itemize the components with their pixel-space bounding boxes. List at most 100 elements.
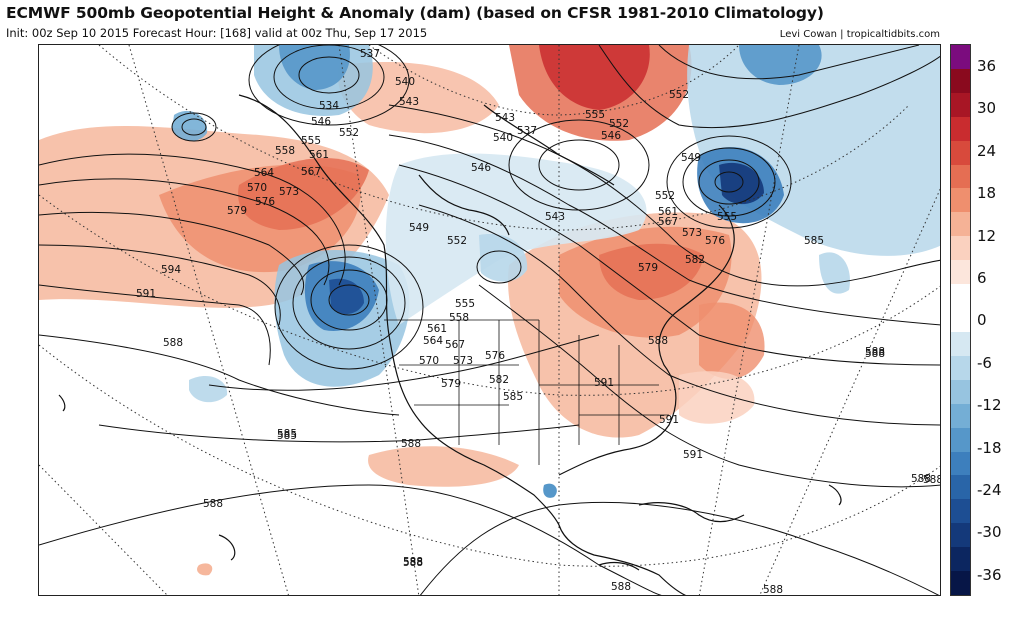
colorbar-segment bbox=[951, 403, 970, 429]
colorbar-segment bbox=[951, 45, 970, 70]
contour-label: 588 bbox=[401, 438, 421, 450]
colorbar-segment bbox=[951, 236, 970, 261]
contour-label: 585 bbox=[277, 430, 297, 442]
lat-lon-grid bbox=[39, 45, 940, 595]
contour-label: 537 bbox=[517, 125, 537, 137]
colorbar-tick-label: -30 bbox=[977, 523, 1002, 542]
contour-label: 588 bbox=[163, 337, 183, 349]
contour-label: 576 bbox=[255, 196, 275, 208]
contour-label: 573 bbox=[682, 227, 702, 239]
colorbar-segment bbox=[951, 571, 970, 595]
contour-labels: 537 534 540 543 546 552 555 558 561 564 … bbox=[136, 48, 941, 595]
anomaly-colorbar bbox=[950, 44, 971, 596]
contour-label: 561 bbox=[427, 323, 447, 335]
contour-label: 549 bbox=[409, 222, 429, 234]
colorbar-segment bbox=[951, 547, 970, 572]
colorbar-tick-label: -36 bbox=[977, 565, 1002, 584]
contour-label: 570 bbox=[419, 355, 439, 367]
colorbar-segment bbox=[951, 116, 970, 142]
contour-label: 588 bbox=[923, 474, 941, 486]
contour-label: 537 bbox=[360, 48, 380, 60]
colorbar-segment bbox=[951, 331, 970, 357]
colorbar-tick-label: 30 bbox=[977, 99, 997, 118]
colorbar-segment bbox=[951, 92, 970, 118]
contour-label: 540 bbox=[493, 132, 513, 144]
contour-label: 588 bbox=[865, 346, 885, 358]
positive-anomaly-shading bbox=[39, 45, 765, 576]
colorbar-tick-label: 24 bbox=[977, 141, 997, 160]
contour-label: 588 bbox=[203, 498, 223, 510]
contour-label: 546 bbox=[471, 162, 491, 174]
anomaly-map: 537 534 540 543 546 552 555 558 561 564 … bbox=[39, 45, 941, 595]
colorbar-segment bbox=[951, 260, 970, 285]
forecast-subtitle: Init: 00z Sep 10 2015 Forecast Hour: [16… bbox=[6, 26, 428, 40]
contour-label: 552 bbox=[339, 127, 359, 139]
contour-label: 567 bbox=[658, 216, 678, 228]
contour-label: 564 bbox=[423, 335, 443, 347]
contour-label: 555 bbox=[301, 135, 321, 147]
contour-label: 588 bbox=[648, 335, 668, 347]
contour-label: 591 bbox=[136, 288, 156, 300]
contour-label: 555 bbox=[585, 109, 605, 121]
colorbar-tick-label: 12 bbox=[977, 226, 997, 245]
contour-label: 582 bbox=[685, 254, 705, 266]
colorbar-segment bbox=[951, 379, 970, 405]
contour-label: 579 bbox=[638, 262, 658, 274]
contour-label: 582 bbox=[489, 374, 509, 386]
contour-label: 561 bbox=[309, 149, 329, 161]
height-contours bbox=[39, 45, 940, 595]
colorbar-tick-label: 18 bbox=[977, 184, 997, 203]
contour-label: 546 bbox=[311, 116, 331, 128]
contour-label: 567 bbox=[301, 166, 321, 178]
contour-label: 564 bbox=[254, 167, 274, 179]
contour-label: 588 bbox=[403, 557, 423, 569]
contour-label: 591 bbox=[594, 377, 614, 389]
colorbar-segment bbox=[951, 308, 970, 333]
contour-label: 558 bbox=[449, 312, 469, 324]
contour-label: 588 bbox=[403, 556, 423, 568]
credit-text: Levi Cowan | tropicaltidbits.com bbox=[779, 29, 940, 40]
contour-label: 543 bbox=[495, 112, 515, 124]
colorbar-tick-label: -18 bbox=[977, 438, 1002, 457]
colorbar-segment bbox=[951, 140, 970, 166]
contour-label: 552 bbox=[609, 118, 629, 130]
contour-label: 543 bbox=[545, 211, 565, 223]
contour-label: 585 bbox=[277, 428, 297, 440]
contour-label: 567 bbox=[445, 339, 465, 351]
state-borders bbox=[384, 319, 669, 465]
colorbar-segment bbox=[951, 355, 970, 381]
contour-label: 591 bbox=[659, 414, 679, 426]
colorbar-segment bbox=[951, 188, 970, 213]
contour-label: 552 bbox=[669, 89, 689, 101]
contour-label: 576 bbox=[485, 350, 505, 362]
contour-label: 558 bbox=[275, 145, 295, 157]
contour-label: 552 bbox=[655, 190, 675, 202]
colorbar-tick-label: 0 bbox=[977, 311, 987, 330]
contour-label: 573 bbox=[453, 355, 473, 367]
colorbar-tick-label: 6 bbox=[977, 269, 987, 287]
colorbar-segment bbox=[951, 523, 970, 548]
colorbar-tick-label: -6 bbox=[977, 353, 992, 372]
contour-label: 585 bbox=[503, 391, 523, 403]
colorbar-segment bbox=[951, 499, 970, 524]
map-panel: 537 534 540 543 546 552 555 558 561 564 … bbox=[38, 44, 941, 596]
colorbar-segment bbox=[951, 475, 970, 500]
contour-label: 588 bbox=[911, 473, 931, 485]
colorbar-segment bbox=[951, 68, 970, 94]
contour-label: 591 bbox=[683, 449, 703, 461]
colorbar-segment bbox=[951, 427, 970, 453]
colorbar-segment bbox=[951, 284, 970, 309]
colorbar-tick-label: -12 bbox=[977, 396, 1002, 415]
colorbar-tick-label: 36 bbox=[977, 57, 997, 75]
contour-label: 588 bbox=[611, 581, 631, 593]
contour-label: 534 bbox=[319, 100, 339, 112]
contour-label: 573 bbox=[279, 186, 299, 198]
contour-label: 543 bbox=[399, 96, 419, 108]
chart-title: ECMWF 500mb Geopotential Height & Anomal… bbox=[6, 4, 824, 22]
contour-label: 555 bbox=[455, 298, 475, 310]
contour-label: 588 bbox=[865, 348, 885, 360]
contour-label: 555 bbox=[717, 211, 737, 223]
coastlines bbox=[58, 94, 842, 595]
colorbar-segment bbox=[951, 451, 970, 477]
contour-label: 546 bbox=[601, 130, 621, 142]
